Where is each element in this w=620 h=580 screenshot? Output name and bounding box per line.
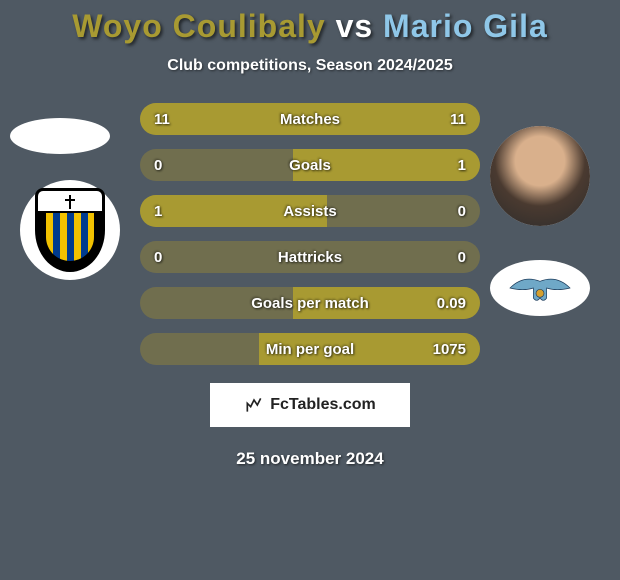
player1-avatar bbox=[10, 118, 110, 154]
stat-label: Assists bbox=[283, 203, 336, 220]
watermark: FcTables.com bbox=[210, 383, 410, 427]
player1-club-badge bbox=[20, 180, 120, 280]
avatar-face-icon bbox=[490, 126, 590, 226]
fctables-logo-icon bbox=[244, 395, 264, 415]
stat-bars: 11Matches110Goals11Assists00Hattricks0Go… bbox=[140, 103, 480, 365]
stat-label: Min per goal bbox=[266, 341, 354, 358]
stat-value-right: 1075 bbox=[433, 341, 466, 358]
stat-label: Goals bbox=[289, 157, 331, 174]
stat-value-left: 11 bbox=[154, 111, 170, 128]
title-player1: Woyo Coulibaly bbox=[72, 8, 325, 44]
stat-row: 0 Goals 1 bbox=[140, 149, 480, 181]
lazio-eagle-icon bbox=[505, 268, 575, 308]
stat-value-left: 1 bbox=[154, 203, 162, 220]
stat-row: Goals per match 0.09 bbox=[140, 287, 480, 319]
title-player2: Mario Gila bbox=[383, 8, 548, 44]
stat-value-right: 0 bbox=[458, 249, 466, 266]
title-vs: vs bbox=[336, 8, 374, 44]
comparison-container: Woyo Coulibaly vs Mario Gila Club compet… bbox=[0, 0, 620, 580]
page-title: Woyo Coulibaly vs Mario Gila bbox=[72, 8, 548, 45]
stat-label: Hattricks bbox=[278, 249, 342, 266]
watermark-text: FcTables.com bbox=[270, 396, 376, 414]
stat-label: Matches bbox=[280, 111, 340, 128]
parma-shield-icon bbox=[35, 188, 105, 272]
stat-value-right: 0.09 bbox=[437, 295, 466, 312]
stat-value-right: 11 bbox=[450, 111, 466, 128]
stat-value-right: 0 bbox=[458, 203, 466, 220]
subtitle: Club competitions, Season 2024/2025 bbox=[167, 57, 452, 75]
stat-row: Min per goal 1075 bbox=[140, 333, 480, 365]
player2-avatar bbox=[490, 126, 590, 226]
stat-row: 1 Assists 0 bbox=[140, 195, 480, 227]
player2-club-badge bbox=[490, 260, 590, 316]
date: 25 november 2024 bbox=[236, 449, 383, 469]
stat-value-left: 0 bbox=[154, 249, 162, 266]
stat-value-left: 0 bbox=[154, 157, 162, 174]
stat-label: Goals per match bbox=[251, 295, 369, 312]
stat-value-right: 1 bbox=[458, 157, 466, 174]
stat-row: 11 Matches 11 bbox=[140, 103, 480, 135]
stat-row: 0 Hattricks 0 bbox=[140, 241, 480, 273]
